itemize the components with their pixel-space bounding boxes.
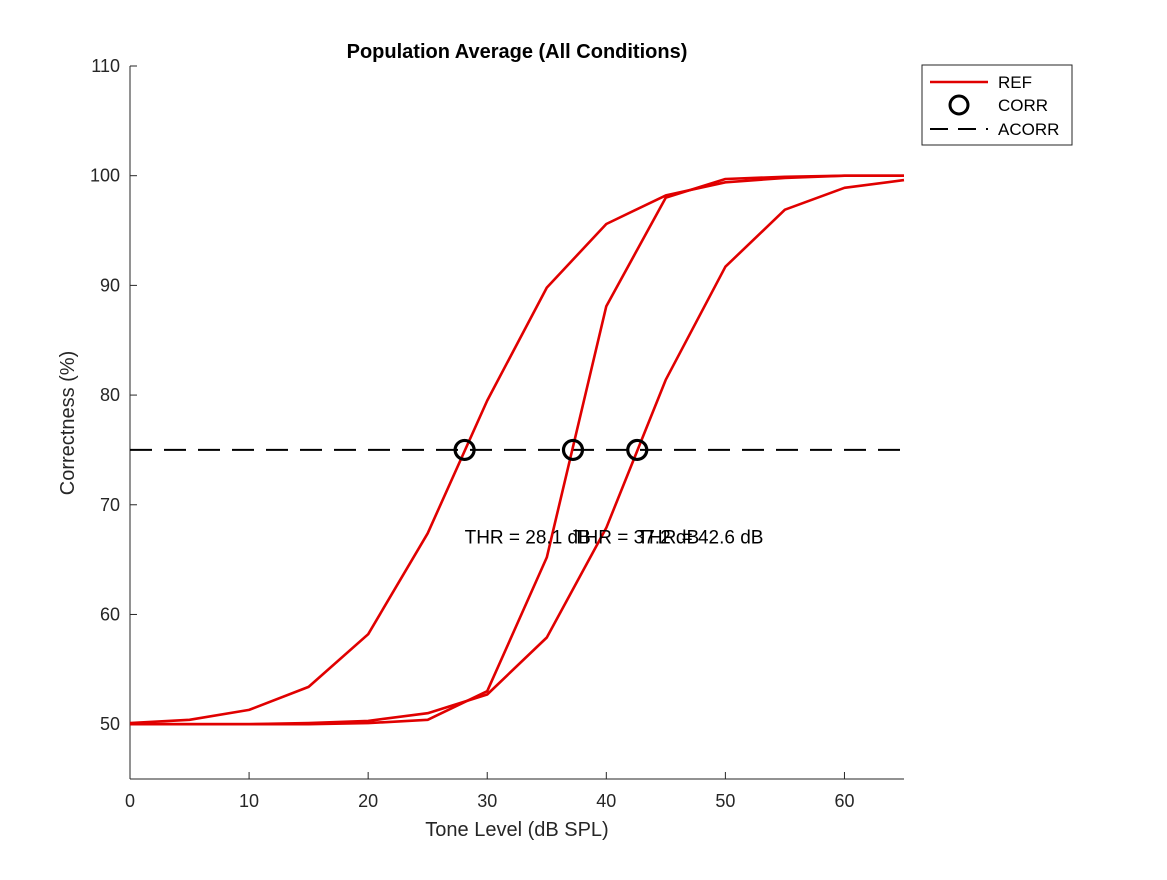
threshold-annotation-2: THR = 37.2 dB xyxy=(573,528,699,549)
x-tick-label: 20 xyxy=(358,791,378,811)
y-tick-label: 50 xyxy=(100,714,120,734)
y-axis-label: Correctness (%) xyxy=(57,351,79,495)
threshold-marker-2 xyxy=(561,438,585,462)
threshold-annotation-1: THR = 28.1 dB xyxy=(465,528,591,549)
x-tick-label: 10 xyxy=(239,791,259,811)
x-tick-label: 30 xyxy=(477,791,497,811)
y-tick-label: 100 xyxy=(90,166,120,186)
x-tick-label: 50 xyxy=(715,791,735,811)
y-tick-label: 110 xyxy=(91,56,120,76)
series-group xyxy=(129,174,905,726)
y-tick-label: 70 xyxy=(100,495,120,515)
legend-box xyxy=(921,64,1073,146)
threshold-annotation-3: THR = 42.6 dB xyxy=(637,528,763,549)
y-tick-label: 80 xyxy=(100,385,120,405)
y-tick-label: 60 xyxy=(100,604,120,624)
y-tick-label: 90 xyxy=(100,275,120,295)
legend-label-acorr: ACORR xyxy=(998,120,1059,139)
x-axis-label: Tone Level (dB SPL) xyxy=(425,819,608,841)
chart-title: Population Average (All Conditions) xyxy=(347,41,688,63)
threshold-marker-1 xyxy=(453,438,476,462)
series-line-1 xyxy=(129,174,904,725)
x-tick-label: 60 xyxy=(834,791,854,811)
x-tick-label: 40 xyxy=(596,791,616,811)
series-line-3 xyxy=(130,178,905,726)
x-tick-label: 0 xyxy=(125,791,135,811)
legend-label-corr: CORR xyxy=(998,96,1048,115)
legend: REF CORR ACORR xyxy=(921,64,1073,146)
legend-label-ref: REF xyxy=(998,73,1032,92)
threshold-marker-3 xyxy=(626,438,649,462)
marker-group xyxy=(453,438,649,462)
axes-group: 0 10 20 30 40 50 60 50 60 70 80 90 100 110 xyxy=(90,56,904,811)
legend-swatch-corr xyxy=(948,94,970,116)
